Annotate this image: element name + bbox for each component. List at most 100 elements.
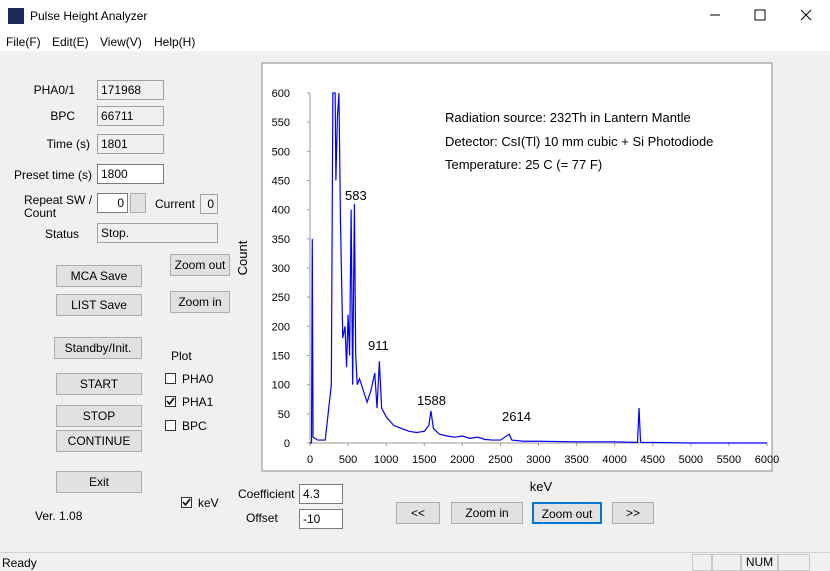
y-tick-label: 150 bbox=[272, 351, 290, 363]
app-icon bbox=[8, 8, 24, 24]
info-line: Temperature: 25 C (= 77 F) bbox=[445, 157, 602, 172]
y-tick-label: 500 bbox=[272, 146, 290, 158]
x-tick-label: 2000 bbox=[450, 454, 474, 466]
title-bar bbox=[0, 0, 830, 32]
field-label: Time (s) bbox=[46, 137, 90, 151]
checkbox-label: PHA1 bbox=[182, 395, 214, 409]
field-value: Stop. bbox=[97, 223, 218, 243]
button[interactable]: START bbox=[56, 373, 142, 395]
y-axis-label: Count bbox=[235, 240, 250, 275]
window-controls[interactable] bbox=[700, 0, 830, 32]
button[interactable]: MCA Save bbox=[56, 265, 142, 287]
x-tick-label: 1000 bbox=[374, 454, 398, 466]
x-tick-label: 0 bbox=[307, 454, 313, 466]
x-tick-label: 2500 bbox=[488, 454, 512, 466]
status-panel bbox=[692, 554, 712, 571]
repeat-input[interactable]: 0 bbox=[97, 193, 128, 213]
preset-input[interactable]: 1800 bbox=[97, 164, 164, 184]
button[interactable]: << bbox=[396, 502, 440, 524]
y-tick-label: 550 bbox=[272, 117, 290, 129]
status-message: Ready bbox=[2, 556, 37, 570]
checkbox-label: PHA0 bbox=[182, 372, 214, 386]
offset-input[interactable]: -10 bbox=[299, 509, 343, 529]
check-mark bbox=[166, 397, 175, 406]
x-tick-label: 500 bbox=[339, 454, 357, 466]
status-bar bbox=[0, 552, 830, 571]
coefficient-input[interactable]: 4.3 bbox=[299, 484, 343, 504]
spinner[interactable] bbox=[130, 193, 146, 213]
field-label: PHA0/1 bbox=[33, 83, 75, 97]
field-label: Repeat SW / bbox=[24, 193, 93, 207]
y-tick-label: 250 bbox=[272, 292, 290, 304]
maximize[interactable] bbox=[754, 9, 766, 21]
peak-label: 2614 bbox=[502, 409, 531, 424]
checkbox-label: BPC bbox=[182, 419, 207, 433]
checkbox[interactable] bbox=[165, 373, 176, 384]
button[interactable]: Zoom in bbox=[451, 502, 523, 524]
y-tick-label: 0 bbox=[284, 438, 290, 450]
checkbox[interactable] bbox=[181, 497, 192, 508]
checkbox[interactable] bbox=[165, 396, 176, 407]
x-tick-label: 6000 bbox=[755, 454, 779, 466]
field-value: 1801 bbox=[97, 134, 164, 154]
field-label: Offset bbox=[246, 511, 278, 525]
y-tick-label: 300 bbox=[272, 263, 290, 275]
field-label: BPC bbox=[50, 109, 75, 123]
field-label: Count bbox=[24, 206, 57, 220]
info-line: Detector: CsI(Tl) 10 mm cubic + Si Photo… bbox=[445, 134, 713, 149]
info-box bbox=[437, 103, 722, 180]
spectrum-line bbox=[310, 92, 767, 444]
info-line: Radiation source: 232Th in Lantern Mantl… bbox=[445, 110, 691, 125]
checkbox[interactable] bbox=[165, 420, 176, 431]
x-tick-label: 1500 bbox=[412, 454, 436, 466]
y-tick-label: 100 bbox=[272, 380, 290, 392]
y-tick-label: 350 bbox=[272, 234, 290, 246]
field-label: Current bbox=[155, 197, 196, 211]
x-tick-label: 4000 bbox=[602, 454, 626, 466]
peak-label: 1588 bbox=[417, 393, 446, 408]
window-title: Pulse Height Analyzer bbox=[30, 9, 148, 23]
field-label: Preset time (s) bbox=[13, 168, 92, 182]
plot-label: Plot bbox=[171, 349, 192, 363]
y-tick-label: 50 bbox=[278, 409, 290, 421]
menu-item[interactable]: File(F) bbox=[6, 35, 41, 49]
menu-item[interactable]: View(V) bbox=[100, 35, 142, 49]
peak-label: 911 bbox=[368, 338, 389, 353]
field-label: Coefficient bbox=[238, 487, 295, 501]
checkbox-label: keV bbox=[198, 496, 219, 510]
field-value: 0 bbox=[200, 194, 218, 214]
field-value: 66711 bbox=[97, 106, 164, 126]
version: Ver. 1.08 bbox=[35, 509, 83, 523]
button[interactable]: Standby/Init. bbox=[54, 337, 142, 359]
field-value: 171968 bbox=[97, 80, 164, 100]
x-tick-label: 5000 bbox=[679, 454, 703, 466]
check-mark bbox=[182, 498, 191, 507]
x-tick-label: 3000 bbox=[526, 454, 550, 466]
x-tick-label: 3500 bbox=[564, 454, 588, 466]
y-tick-label: 200 bbox=[272, 321, 290, 333]
menu-item[interactable]: Help(H) bbox=[154, 35, 196, 49]
button[interactable]: Exit bbox=[56, 471, 142, 493]
close[interactable] bbox=[800, 9, 812, 21]
menu-bar bbox=[0, 32, 830, 51]
y-tick-label: 400 bbox=[272, 205, 290, 217]
x-tick-label: 5500 bbox=[717, 454, 741, 466]
field-label: Status bbox=[45, 227, 80, 241]
y-tick-label: 450 bbox=[272, 176, 290, 188]
button[interactable]: CONTINUE bbox=[56, 430, 142, 452]
button[interactable]: LIST Save bbox=[56, 294, 142, 316]
button[interactable]: STOP bbox=[56, 405, 142, 427]
menu-item[interactable]: Edit(E) bbox=[52, 35, 89, 49]
x-axis-label: keV bbox=[530, 479, 553, 494]
button[interactable]: >> bbox=[612, 502, 654, 524]
peak-label: 583 bbox=[345, 188, 367, 203]
status-panel bbox=[712, 554, 741, 571]
status-indicator: NUM bbox=[741, 554, 778, 571]
button[interactable]: Zoom out bbox=[170, 254, 230, 276]
status-panel bbox=[778, 554, 810, 571]
button[interactable]: Zoom out bbox=[532, 502, 602, 524]
button[interactable]: Zoom in bbox=[170, 291, 230, 313]
chart: Count keV 0 50 100 150 200 250 300 350 400 450 500… bbox=[235, 62, 779, 494]
x-tick-label: 4500 bbox=[641, 454, 665, 466]
